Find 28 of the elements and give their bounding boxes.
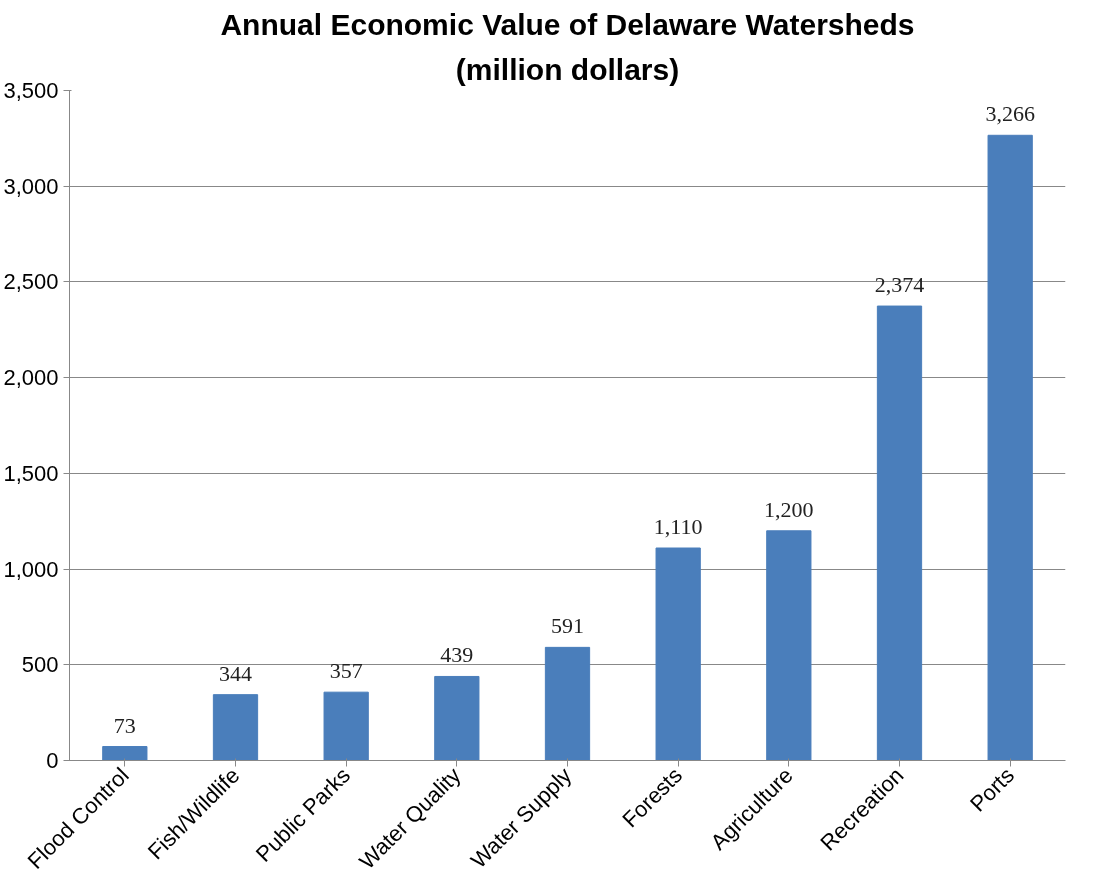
bar xyxy=(323,691,369,761)
y-tick-label: 2,500 xyxy=(3,269,59,295)
chart-subtitle: (million dollars) xyxy=(455,52,680,86)
bar xyxy=(544,646,591,761)
data-label: 591 xyxy=(551,613,584,639)
data-label: 3,266 xyxy=(985,101,1035,127)
data-label: 73 xyxy=(113,712,136,738)
bar xyxy=(102,746,148,761)
data-label: 357 xyxy=(329,658,363,684)
data-label: 1,200 xyxy=(764,496,814,522)
data-label: 344 xyxy=(219,660,252,686)
bar xyxy=(876,305,923,761)
bar xyxy=(987,134,1033,761)
bar xyxy=(434,675,480,761)
data-label: 2,374 xyxy=(874,272,925,298)
bar xyxy=(655,547,701,761)
y-tick-label: 3,500 xyxy=(3,78,59,103)
bar xyxy=(766,530,812,761)
y-tick-label: 500 xyxy=(21,652,59,678)
y-tick-label: 2,000 xyxy=(3,365,59,391)
bar xyxy=(212,694,259,761)
data-label: 439 xyxy=(440,642,474,668)
data-label: 1,110 xyxy=(653,514,703,540)
y-tick-label: 1,000 xyxy=(3,556,59,582)
y-tick-label: 1,500 xyxy=(3,460,59,486)
y-tick-label: 3,000 xyxy=(3,173,59,199)
chart-title: Annual Economic Value of Delaware Watersheds xyxy=(220,7,915,41)
y-tick-label: 0 xyxy=(46,748,59,773)
